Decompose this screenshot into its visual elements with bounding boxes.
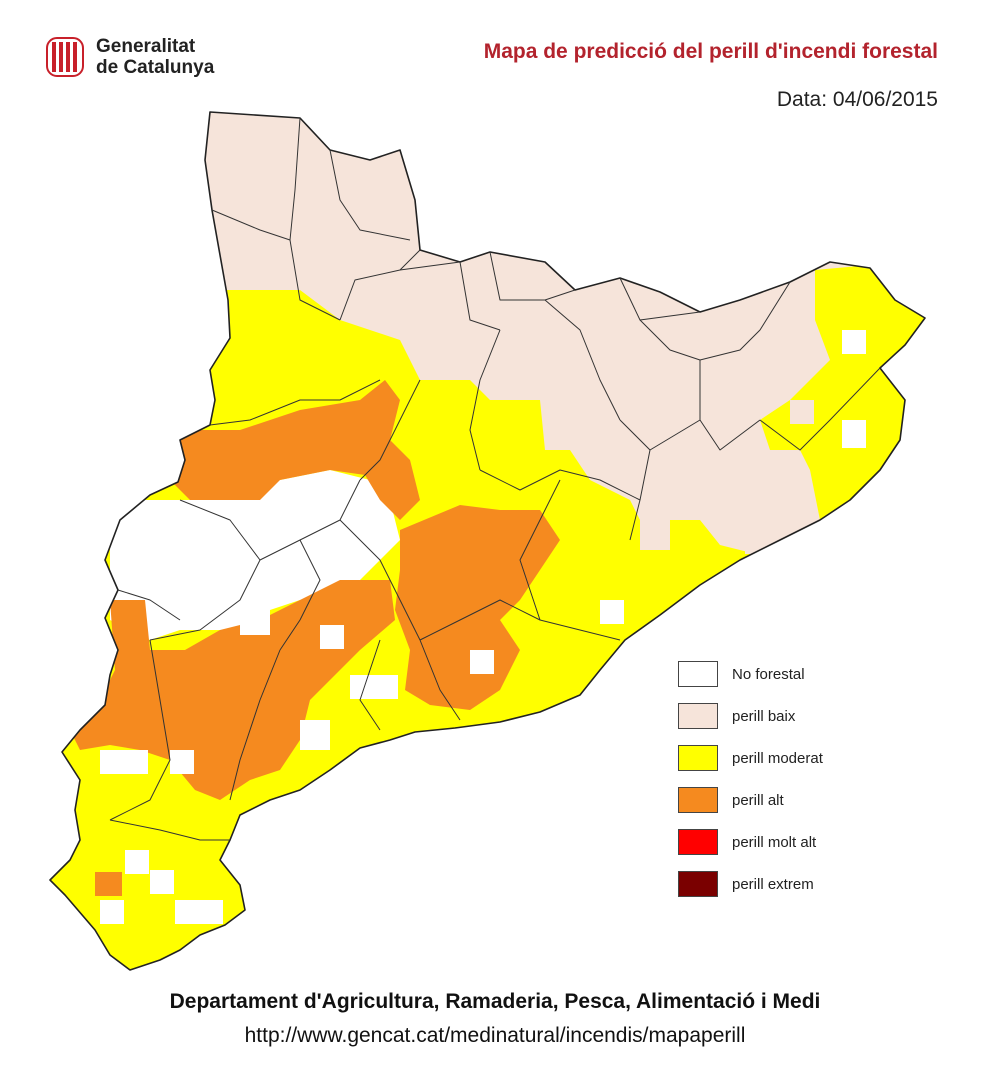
legend-item: No forestal (678, 660, 823, 688)
zone-no-forestal-plain (110, 470, 400, 640)
senyera-logo-icon (46, 37, 84, 77)
comarca-borders (109, 117, 881, 841)
legend-label: No forestal (732, 665, 805, 683)
perill-baix-cells (640, 400, 814, 554)
generalitat-logo: Generalitat de Catalunya (46, 36, 214, 78)
logo-text: Generalitat de Catalunya (96, 36, 214, 78)
legend: No forestal perill baix perill moderat p… (678, 660, 823, 912)
legend-label: perill baix (732, 707, 796, 725)
zone-alt-south (70, 580, 395, 800)
footer-department: Departament d'Agricultura, Ramaderia, Pe… (169, 990, 821, 1013)
legend-swatch (678, 829, 718, 855)
legend-item: perill baix (678, 702, 823, 730)
catalonia-fire-risk-map (49, 111, 926, 971)
legend-label: perill extrem (732, 875, 814, 893)
legend-label: perill moderat (732, 749, 823, 767)
legend-item: perill molt alt (678, 828, 823, 856)
legend-swatch (678, 745, 718, 771)
legend-swatch (678, 871, 718, 897)
zone-alt-central (395, 505, 560, 710)
legend-label: perill molt alt (732, 833, 817, 851)
footer-url[interactable]: http://www.gencat.cat/medinatural/incend… (244, 1024, 746, 1047)
no-forestal-cells (100, 330, 866, 924)
logo-line-2: de Catalunya (96, 57, 215, 78)
legend-swatch (678, 787, 718, 813)
map-title: Mapa de predicció del perill d'incendi f… (483, 40, 938, 63)
zone-alt-north (170, 380, 420, 520)
map-date: Data: 04/06/2015 (776, 88, 938, 111)
catalonia-outline (49, 111, 926, 971)
legend-label: perill alt (732, 791, 784, 809)
legend-item: perill extrem (678, 870, 823, 898)
legend-item: perill alt (678, 786, 823, 814)
legend-item: perill moderat (678, 744, 823, 772)
logo-line-1: Generalitat (96, 36, 196, 57)
zone-alt-delta (95, 872, 122, 896)
legend-swatch (678, 661, 718, 687)
legend-swatch (678, 703, 718, 729)
